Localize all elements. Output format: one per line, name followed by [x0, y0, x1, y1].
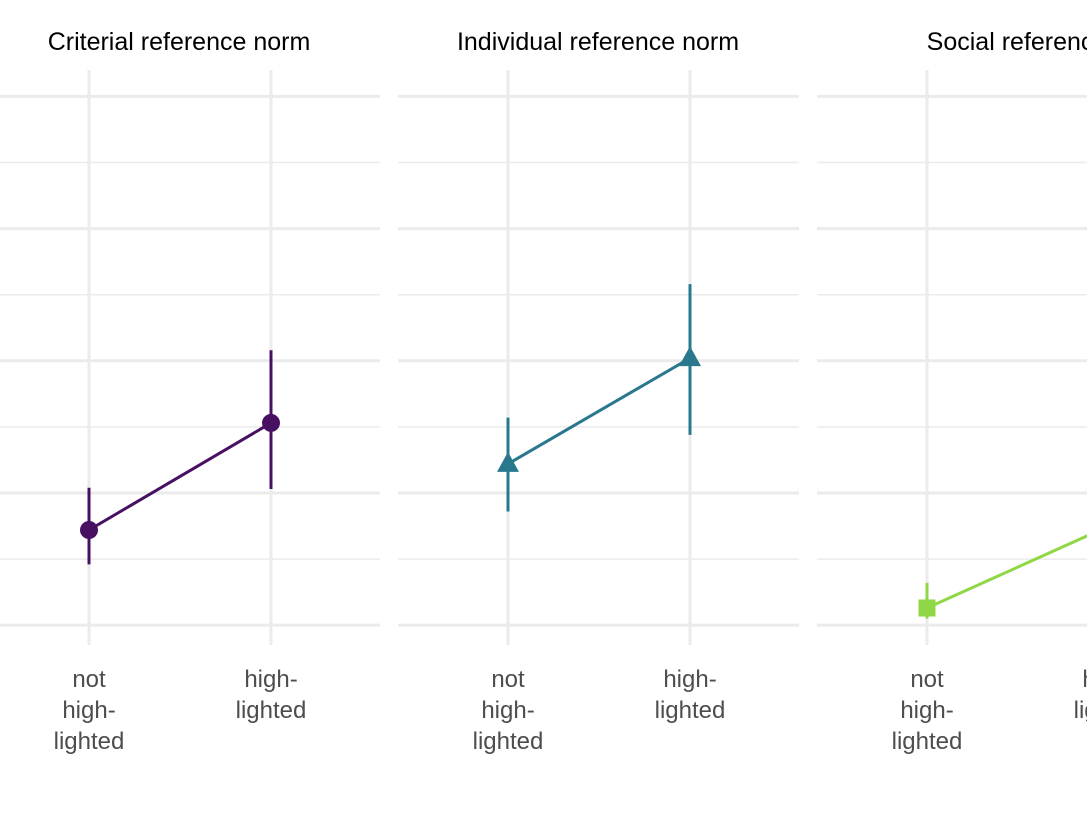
x-tick-label: high- lighted: [1073, 666, 1087, 724]
point: [80, 521, 98, 539]
x-tick-label: not high- lighted: [472, 666, 544, 755]
point: [262, 413, 280, 432]
x-tick-label: high- lighted: [235, 666, 307, 724]
series-line: [507, 356, 691, 466]
series-line: [88, 421, 272, 532]
panel-title: Criterial reference norm: [47, 28, 311, 56]
point: [497, 451, 519, 472]
x-tick-label: not high- lighted: [891, 666, 963, 755]
point: [679, 346, 701, 367]
panel-title: Social reference: [926, 28, 1087, 56]
x-tick-label: high- lighted: [654, 666, 726, 724]
panel-title: Individual reference norm: [456, 28, 740, 56]
series-line: [926, 534, 1087, 610]
x-tick-label: not high- lighted: [53, 666, 125, 755]
point: [918, 599, 936, 617]
